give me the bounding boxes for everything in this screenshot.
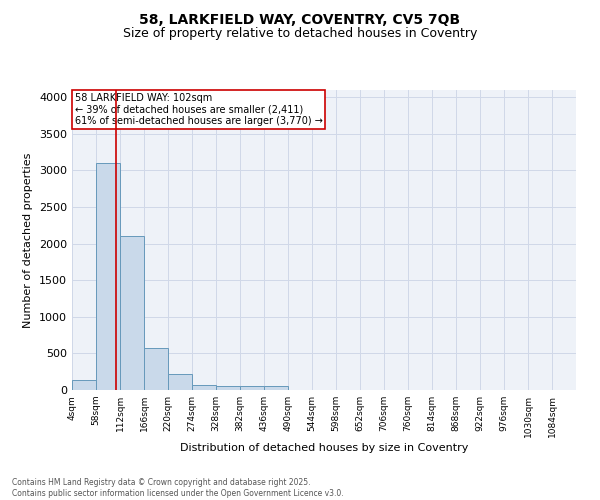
Y-axis label: Number of detached properties: Number of detached properties bbox=[23, 152, 34, 328]
Bar bbox=[240, 386, 264, 390]
Bar bbox=[96, 163, 120, 390]
Text: 58, LARKFIELD WAY, COVENTRY, CV5 7QB: 58, LARKFIELD WAY, COVENTRY, CV5 7QB bbox=[139, 12, 461, 26]
Bar bbox=[144, 348, 168, 390]
Text: Size of property relative to detached houses in Coventry: Size of property relative to detached ho… bbox=[123, 28, 477, 40]
Text: 58 LARKFIELD WAY: 102sqm
← 39% of detached houses are smaller (2,411)
61% of sem: 58 LARKFIELD WAY: 102sqm ← 39% of detach… bbox=[74, 93, 322, 126]
Bar bbox=[264, 386, 288, 390]
Bar bbox=[216, 386, 240, 390]
Text: Contains HM Land Registry data © Crown copyright and database right 2025.
Contai: Contains HM Land Registry data © Crown c… bbox=[12, 478, 344, 498]
Bar bbox=[192, 384, 216, 390]
Bar bbox=[120, 236, 144, 390]
Bar bbox=[72, 380, 96, 390]
X-axis label: Distribution of detached houses by size in Coventry: Distribution of detached houses by size … bbox=[180, 442, 468, 452]
Bar bbox=[168, 374, 192, 390]
